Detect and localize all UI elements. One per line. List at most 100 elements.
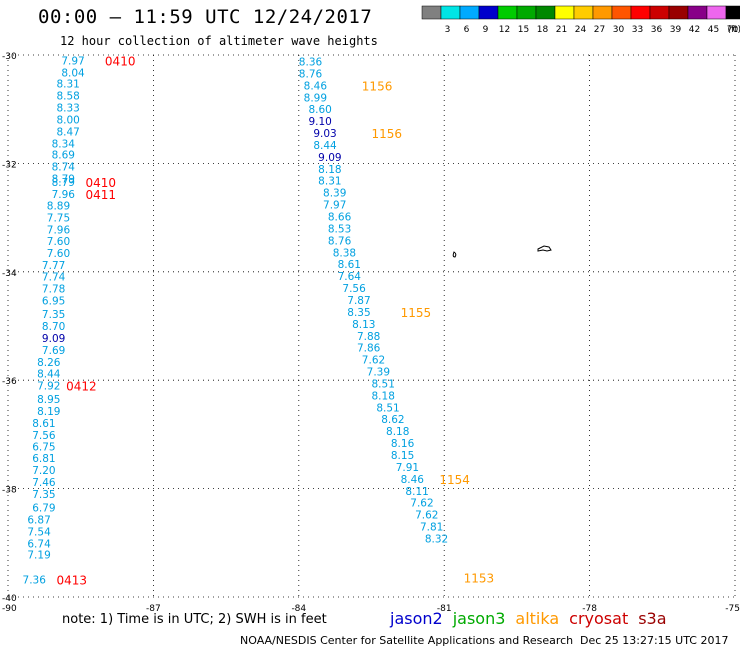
wave-height-label: 8.60 bbox=[308, 104, 331, 116]
wave-height-label: 8.19 bbox=[37, 406, 60, 418]
wave-height-label: 7.91 bbox=[396, 462, 419, 474]
wave-height-label: 8.13 bbox=[352, 319, 375, 331]
wave-height-label: 8.16 bbox=[391, 438, 415, 450]
legend-swatch bbox=[459, 5, 480, 20]
wave-height-label: 8.99 bbox=[304, 92, 327, 104]
wave-height-label: 7.56 bbox=[342, 283, 366, 295]
satellite-name: s3a bbox=[638, 609, 667, 628]
time-label: 0413 bbox=[56, 574, 87, 588]
wave-height-label: 8.79 bbox=[52, 174, 75, 186]
wave-height-label: 7.64 bbox=[338, 271, 362, 283]
time-label: 0411 bbox=[86, 188, 117, 202]
legend-swatch bbox=[516, 5, 537, 20]
legend-label: 27 bbox=[594, 25, 605, 35]
wave-height-label: 8.39 bbox=[323, 188, 346, 200]
satellite-name: cryosat bbox=[569, 609, 629, 628]
x-tick-label: -78 bbox=[582, 604, 597, 614]
credit-text: NOAA/NESDIS Center for Satellite Applica… bbox=[240, 634, 574, 647]
wave-height-label: 6.95 bbox=[42, 296, 65, 308]
legend-swatch bbox=[668, 5, 689, 20]
island-shape bbox=[452, 251, 457, 258]
legend-swatch bbox=[630, 5, 651, 20]
wave-height-label: 8.00 bbox=[56, 114, 79, 126]
wave-height-label: 7.46 bbox=[32, 477, 56, 489]
legend-swatch bbox=[706, 5, 727, 20]
wave-height-label: 9.03 bbox=[313, 128, 336, 140]
legend-label: 21 bbox=[556, 25, 567, 35]
wave-height-label: 7.60 bbox=[47, 248, 70, 260]
wave-height-label: 8.31 bbox=[56, 79, 79, 91]
y-tick-label: -32 bbox=[2, 160, 17, 170]
wave-height-label: 8.89 bbox=[47, 201, 70, 213]
wave-height-label: 8.74 bbox=[52, 162, 76, 174]
y-tick-label: -40 bbox=[2, 594, 17, 604]
wave-height-label: 8.51 bbox=[372, 378, 395, 390]
wave-height-label: 8.33 bbox=[56, 103, 79, 115]
wave-height-label: 8.46 bbox=[401, 474, 425, 486]
legend-swatch bbox=[725, 5, 740, 20]
wave-height-label: 6.79 bbox=[32, 503, 55, 515]
wave-height-label: 8.70 bbox=[42, 321, 65, 333]
wave-height-label: 8.44 bbox=[37, 369, 61, 381]
wave-height-label: 8.34 bbox=[52, 138, 76, 150]
legend-swatch bbox=[687, 5, 708, 20]
y-tick-label: -36 bbox=[2, 377, 17, 387]
wave-height-label: 8.61 bbox=[32, 418, 55, 430]
wave-height-label: 7.88 bbox=[357, 331, 380, 343]
wave-height-label: 7.35 bbox=[32, 489, 55, 501]
wave-height-label: 7.97 bbox=[61, 55, 84, 67]
legend-label: 45 bbox=[708, 25, 719, 35]
wave-height-label: 7.81 bbox=[420, 522, 443, 534]
legend-swatch bbox=[421, 5, 442, 20]
x-tick-label: -90 bbox=[2, 604, 17, 614]
time-label: 0412 bbox=[66, 380, 97, 394]
time-label: 1154 bbox=[439, 473, 470, 487]
wave-height-label: 7.36 bbox=[23, 575, 47, 587]
satellite-name: jason3 bbox=[452, 609, 506, 628]
wave-height-label: 6.75 bbox=[32, 441, 55, 453]
time-label: 1155 bbox=[401, 306, 432, 320]
wave-height-label: 8.31 bbox=[318, 176, 341, 188]
wave-height-label: 9.10 bbox=[308, 116, 331, 128]
page-subtitle: 12 hour collection of altimeter wave hei… bbox=[60, 34, 378, 48]
legend-label: 24 bbox=[575, 25, 587, 35]
legend-swatch bbox=[554, 5, 575, 20]
legend-label: 42 bbox=[689, 25, 700, 35]
legend-swatch bbox=[440, 5, 461, 20]
wave-height-label: 7.20 bbox=[32, 465, 55, 477]
satellite-legend: jason2 jason3 altika cryosat s3a bbox=[390, 609, 677, 628]
timestamp-text: Dec 25 13:27:15 UTC 2017 bbox=[580, 634, 729, 647]
wave-height-label: 8.69 bbox=[52, 150, 75, 162]
wave-height-label: 7.77 bbox=[42, 260, 65, 272]
wave-height-label: 8.76 bbox=[299, 68, 323, 80]
wave-height-label: 7.19 bbox=[27, 550, 50, 562]
legend-swatch bbox=[497, 5, 518, 20]
wave-height-label: 8.58 bbox=[56, 91, 79, 103]
wave-height-label: 8.18 bbox=[318, 164, 341, 176]
wave-height-label: 8.47 bbox=[56, 126, 79, 138]
wave-height-label: 8.95 bbox=[37, 394, 60, 406]
y-tick-label: -34 bbox=[2, 269, 17, 279]
wave-height-label: 7.74 bbox=[42, 272, 66, 284]
legend-label: 9 bbox=[483, 25, 489, 35]
wave-height-label: 8.38 bbox=[333, 247, 356, 259]
wave-height-label: 8.04 bbox=[61, 67, 85, 79]
wave-height-label: 8.46 bbox=[304, 80, 328, 92]
legend-label: 36 bbox=[651, 25, 663, 35]
x-tick-label: -81 bbox=[437, 604, 452, 614]
legend-label: 15 bbox=[518, 25, 529, 35]
wave-height-label: 7.87 bbox=[347, 295, 370, 307]
wave-height-label: 8.11 bbox=[405, 486, 428, 498]
time-label: 1156 bbox=[372, 127, 403, 141]
wave-height-label: 8.26 bbox=[37, 357, 61, 369]
legend-label: 3 bbox=[445, 25, 451, 35]
satellite-name: altika bbox=[515, 609, 560, 628]
time-label: 0410 bbox=[86, 176, 117, 190]
wave-height-label: 7.62 bbox=[362, 355, 385, 367]
wave-height-label: 7.97 bbox=[323, 200, 346, 212]
wave-height-label: 7.92 bbox=[37, 381, 60, 393]
wave-height-label: 8.66 bbox=[328, 212, 352, 224]
legend-label: 18 bbox=[537, 25, 549, 35]
wave-height-label: 6.87 bbox=[27, 514, 50, 526]
